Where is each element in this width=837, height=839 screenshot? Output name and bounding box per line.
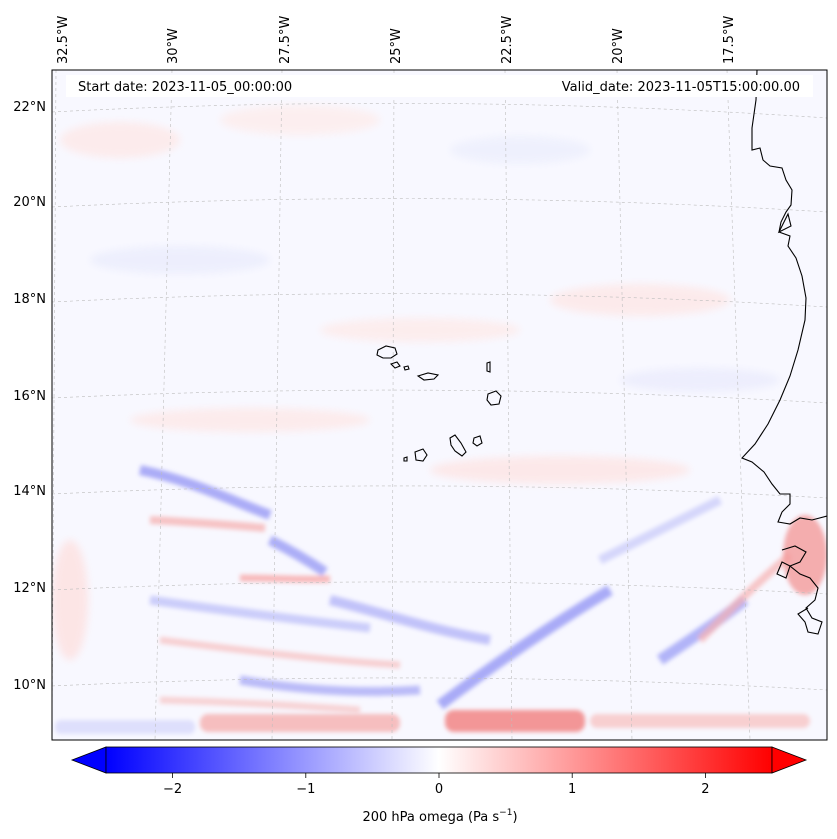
longitude-label: 32.5°W <box>56 16 71 64</box>
colorbar-ticks: −2 −1 0 1 2 <box>163 773 710 797</box>
island-boa-vista <box>486 390 502 406</box>
longitude-label: 25°W <box>389 28 404 64</box>
longitude-label: 27.5°W <box>278 16 293 64</box>
colorbar-body <box>105 746 773 774</box>
latitude-labels: 22°N 20°N 18°N 16°N 14°N 12°N 10°N <box>13 100 46 693</box>
map-panel[interactable]: Start date: 2023-11-05_00:00:00 Valid_da… <box>51 69 828 741</box>
longitude-label: 22.5°W <box>500 16 515 64</box>
latitude-label: 10°N <box>13 678 46 693</box>
island-fogo <box>414 448 428 462</box>
latitude-label: 16°N <box>13 389 46 404</box>
colorbar-tick-label: −2 <box>163 782 182 797</box>
colorbar-tick-label: −1 <box>296 782 315 797</box>
latitude-label: 18°N <box>13 292 46 307</box>
cape-verde-islands <box>376 345 502 462</box>
island-sao-nicolau <box>416 372 440 381</box>
colorbar-tick-label: 2 <box>701 782 709 797</box>
valid-date-label: Valid_date: 2023-11-05T15:00:00.00 <box>562 80 800 95</box>
island-maio <box>472 435 483 447</box>
omega-field <box>52 105 827 734</box>
longitude-label: 20°W <box>611 28 626 64</box>
date-header-box <box>66 75 813 97</box>
island-sal <box>486 361 491 373</box>
coastlines <box>741 70 827 635</box>
longitude-labels: 32.5°W 30°W 27.5°W 25°W 22.5°W 20°W 17.5… <box>56 16 737 64</box>
colorbar-label: 200 hPa omega (Pa s−1) <box>362 808 517 825</box>
gridlines <box>52 70 827 740</box>
island-santo-antao <box>376 345 398 359</box>
latitude-label: 12°N <box>13 581 46 596</box>
colorbar: −2 −1 0 1 2 200 hPa omega (Pa s−1) <box>70 746 808 825</box>
colorbar-tick-label: 0 <box>435 782 443 797</box>
longitude-label: 17.5°W <box>722 16 737 64</box>
africa-coastline <box>741 70 827 525</box>
start-date-label: Start date: 2023-11-05_00:00:00 <box>78 80 292 95</box>
latitude-label: 20°N <box>13 195 46 210</box>
map-border <box>51 69 828 741</box>
colorbar-tick-label: 1 <box>568 782 576 797</box>
latitude-label: 22°N <box>13 100 46 115</box>
island-santiago <box>449 434 467 457</box>
island-brava <box>403 456 408 462</box>
longitude-label: 30°W <box>166 28 181 64</box>
island-sao-vicente <box>389 361 401 369</box>
colorbar-extend-high <box>771 746 808 774</box>
colorbar-extend-low <box>70 746 107 774</box>
latitude-label: 14°N <box>13 484 46 499</box>
